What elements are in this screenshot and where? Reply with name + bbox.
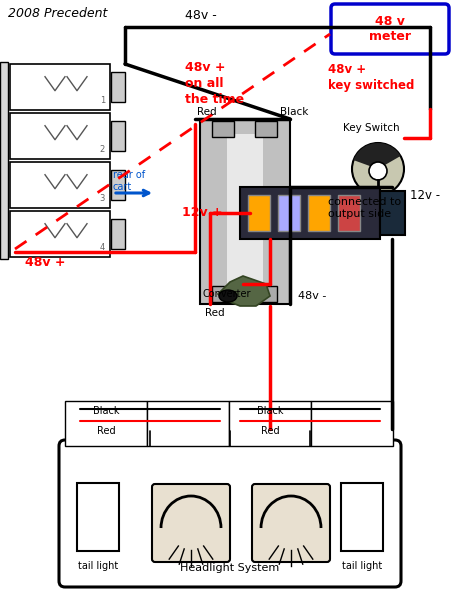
Bar — [111, 121, 125, 151]
Bar — [0, 62, 8, 259]
Polygon shape — [218, 276, 270, 306]
Text: 1: 1 — [100, 96, 105, 105]
Text: 48v -: 48v - — [298, 291, 327, 301]
Ellipse shape — [219, 290, 237, 302]
Text: Red: Red — [261, 426, 279, 435]
Text: 48v +
on all
the time: 48v + on all the time — [185, 61, 244, 106]
Bar — [308, 195, 330, 231]
Bar — [10, 113, 110, 159]
Bar — [240, 187, 380, 239]
FancyBboxPatch shape — [152, 484, 230, 562]
Text: Headlight System: Headlight System — [181, 563, 280, 573]
FancyBboxPatch shape — [252, 484, 330, 562]
Text: 12v -: 12v - — [410, 189, 440, 202]
FancyBboxPatch shape — [331, 4, 449, 54]
Bar — [255, 121, 277, 137]
Circle shape — [369, 162, 387, 180]
Bar — [111, 219, 125, 249]
Bar — [278, 195, 300, 231]
Bar — [338, 195, 360, 231]
Bar — [111, 170, 125, 200]
Bar — [341, 483, 383, 551]
Text: 12v +: 12v + — [182, 207, 223, 219]
Bar — [111, 72, 125, 102]
Bar — [10, 162, 110, 208]
Text: 4: 4 — [100, 243, 105, 252]
Text: 3: 3 — [100, 194, 105, 203]
Text: Red: Red — [97, 426, 115, 435]
Bar — [212, 121, 234, 137]
Text: 48v -: 48v - — [185, 9, 217, 22]
Text: tail light: tail light — [78, 561, 118, 571]
Text: Converter: Converter — [203, 289, 252, 299]
Text: Red: Red — [197, 107, 217, 117]
Bar — [77, 483, 119, 551]
Bar — [380, 191, 405, 235]
Text: 48 v
meter: 48 v meter — [369, 15, 411, 43]
Bar — [147, 401, 229, 446]
Bar — [10, 64, 110, 110]
FancyBboxPatch shape — [59, 440, 401, 587]
Text: 48v +: 48v + — [25, 256, 65, 269]
Text: Black: Black — [93, 406, 119, 416]
Text: connected to
output side: connected to output side — [328, 196, 401, 219]
Bar — [248, 195, 270, 231]
Text: Red: Red — [205, 308, 225, 318]
Bar — [227, 134, 263, 289]
Bar — [10, 211, 110, 257]
Bar — [229, 401, 311, 446]
Text: 2008 Precedent: 2008 Precedent — [8, 7, 108, 20]
Text: Black: Black — [280, 107, 309, 117]
Text: 48v +
key switched: 48v + key switched — [328, 63, 414, 92]
Polygon shape — [354, 143, 401, 169]
Bar — [200, 119, 290, 304]
Bar — [311, 401, 393, 446]
Text: 2: 2 — [100, 145, 105, 154]
Text: rear of
cart: rear of cart — [113, 170, 145, 192]
Bar — [212, 286, 234, 302]
Circle shape — [352, 143, 404, 195]
Text: Key Switch: Key Switch — [343, 123, 400, 133]
Text: tail light: tail light — [342, 561, 382, 571]
Bar — [65, 401, 147, 446]
Text: Black: Black — [257, 406, 283, 416]
Bar — [255, 286, 277, 302]
